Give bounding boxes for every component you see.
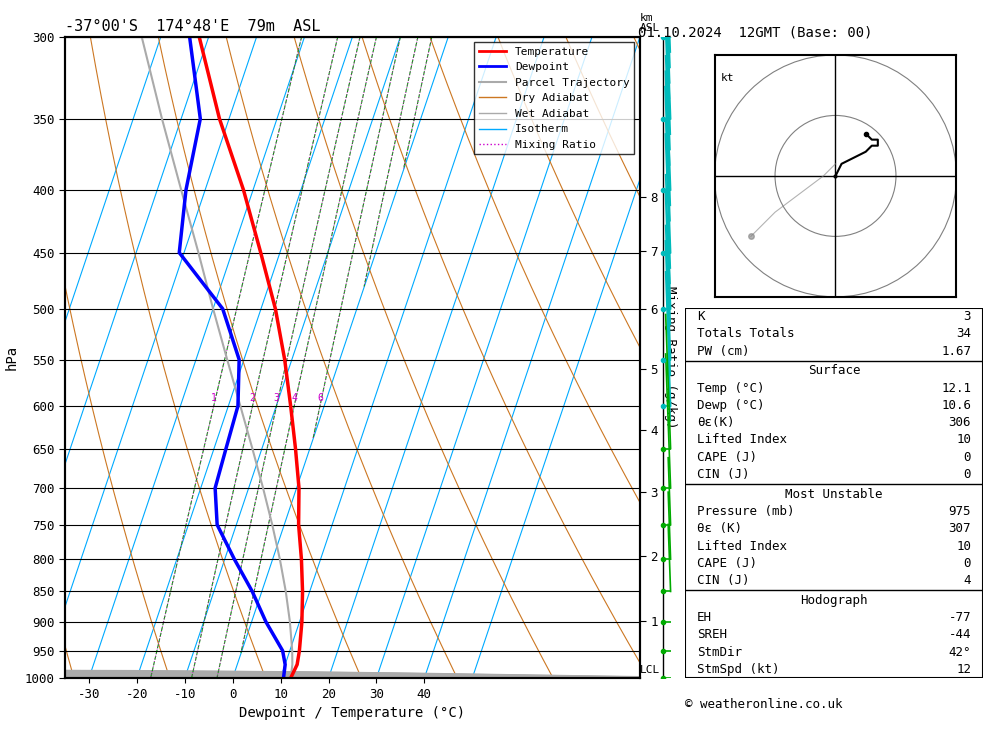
Text: 6: 6	[317, 393, 323, 402]
Text: θε(K): θε(K)	[697, 416, 734, 429]
Text: CAPE (J): CAPE (J)	[697, 557, 757, 570]
Text: Lifted Index: Lifted Index	[697, 539, 787, 553]
Text: 975: 975	[949, 505, 971, 518]
Text: 2: 2	[250, 393, 255, 402]
Text: Surface: Surface	[808, 364, 860, 377]
Text: CIN (J): CIN (J)	[697, 574, 749, 587]
Text: 4: 4	[291, 393, 297, 402]
Text: 10: 10	[956, 539, 971, 553]
Text: Lifted Index: Lifted Index	[697, 433, 787, 446]
Text: 306: 306	[949, 416, 971, 429]
Text: 34: 34	[956, 327, 971, 340]
Text: -37°00'S  174°48'E  79m  ASL: -37°00'S 174°48'E 79m ASL	[65, 19, 320, 34]
Text: Most Unstable: Most Unstable	[785, 487, 883, 501]
Text: Hodograph: Hodograph	[800, 594, 868, 607]
Text: StmSpd (kt): StmSpd (kt)	[697, 663, 779, 676]
Text: kt: kt	[721, 73, 734, 83]
Text: Dewp (°C): Dewp (°C)	[697, 399, 764, 412]
Legend: Temperature, Dewpoint, Parcel Trajectory, Dry Adiabat, Wet Adiabat, Isotherm, Mi: Temperature, Dewpoint, Parcel Trajectory…	[474, 43, 634, 155]
Text: © weatheronline.co.uk: © weatheronline.co.uk	[685, 698, 842, 711]
Text: K: K	[697, 310, 704, 323]
Text: 01.10.2024  12GMT (Base: 00): 01.10.2024 12GMT (Base: 00)	[638, 26, 872, 40]
Text: 10.6: 10.6	[941, 399, 971, 412]
Text: -77: -77	[949, 611, 971, 624]
Text: 3: 3	[964, 310, 971, 323]
Text: -44: -44	[949, 628, 971, 641]
Text: 4: 4	[964, 574, 971, 587]
Text: 12: 12	[956, 663, 971, 676]
Text: Pressure (mb): Pressure (mb)	[697, 505, 794, 518]
Text: SREH: SREH	[697, 628, 727, 641]
Text: km
ASL: km ASL	[640, 13, 660, 34]
Text: 1.67: 1.67	[941, 345, 971, 358]
Text: 12.1: 12.1	[941, 382, 971, 394]
Text: CAPE (J): CAPE (J)	[697, 451, 757, 464]
Text: θε (K): θε (K)	[697, 522, 742, 535]
Text: Temp (°C): Temp (°C)	[697, 382, 764, 394]
Y-axis label: Mixing Ratio (g/kg): Mixing Ratio (g/kg)	[664, 286, 677, 429]
Text: Totals Totals: Totals Totals	[697, 327, 794, 340]
Text: 0: 0	[964, 451, 971, 464]
Y-axis label: hPa: hPa	[5, 345, 19, 370]
Text: 1: 1	[211, 393, 217, 402]
FancyBboxPatch shape	[685, 308, 983, 678]
Text: EH: EH	[697, 611, 712, 624]
Text: 0: 0	[964, 557, 971, 570]
Text: 0: 0	[964, 468, 971, 481]
Text: PW (cm): PW (cm)	[697, 345, 749, 358]
Text: 3: 3	[274, 393, 279, 402]
Text: 42°: 42°	[949, 646, 971, 659]
X-axis label: Dewpoint / Temperature (°C): Dewpoint / Temperature (°C)	[239, 707, 466, 721]
Text: LCL: LCL	[640, 665, 660, 675]
Text: 10: 10	[956, 433, 971, 446]
Text: CIN (J): CIN (J)	[697, 468, 749, 481]
Text: 307: 307	[949, 522, 971, 535]
Text: StmDir: StmDir	[697, 646, 742, 659]
